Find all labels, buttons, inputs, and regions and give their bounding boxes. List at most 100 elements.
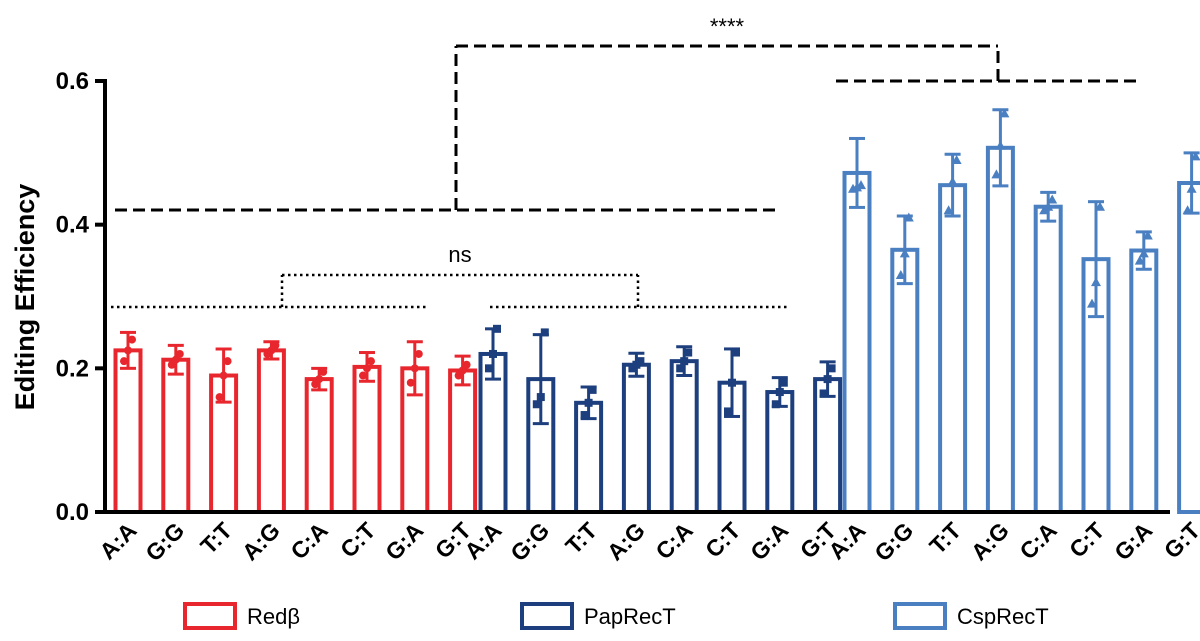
bar xyxy=(621,362,651,514)
data-point xyxy=(215,393,224,402)
data-point xyxy=(493,324,501,333)
data-point xyxy=(540,328,549,337)
legend: Redβ PapRecT CspRecT xyxy=(183,602,1049,630)
data-point xyxy=(536,393,545,402)
x-tick-label: C:A xyxy=(285,517,332,564)
data-point xyxy=(827,364,836,373)
data-point xyxy=(1134,255,1145,265)
y-axis-title: Editing Efficiency xyxy=(10,184,40,411)
legend-swatch xyxy=(183,602,237,630)
data-point xyxy=(489,349,497,358)
x-tick-label: C:T xyxy=(335,517,380,562)
significance-label-ns: ns xyxy=(448,242,471,267)
data-point xyxy=(1095,201,1105,211)
bar xyxy=(448,368,478,515)
x-tick-label: C:A xyxy=(650,517,697,564)
bar xyxy=(256,348,286,514)
data-point xyxy=(367,357,375,366)
x-tick-label: G:A xyxy=(1109,517,1157,565)
data-point xyxy=(899,248,910,258)
bar xyxy=(1177,181,1200,514)
legend-label: CspRecT xyxy=(957,604,1049,629)
data-point xyxy=(219,371,228,380)
significance-brackets: **** ns xyxy=(111,14,1142,309)
x-tick-label: G:A xyxy=(380,517,428,565)
data-point xyxy=(999,108,1010,118)
data-point xyxy=(315,375,324,384)
data-point xyxy=(1186,183,1197,193)
data-point xyxy=(636,357,645,366)
bar xyxy=(352,364,382,514)
x-tick-labels: A:AG:G T:T A:G C:A C:T G:A G:TA:AG:G T:T A:G C:A C… xyxy=(94,517,1200,566)
data-point xyxy=(895,269,906,279)
legend-label: PapRecT xyxy=(584,604,676,629)
x-tick-label: T:T xyxy=(924,517,966,559)
bar xyxy=(813,377,843,514)
data-point xyxy=(771,400,780,409)
y-tick-label: 0.4 xyxy=(56,212,90,239)
data-point xyxy=(406,378,415,387)
data-point xyxy=(124,346,132,355)
bar xyxy=(985,145,1015,514)
data-point xyxy=(991,169,1002,179)
x-tick-label: G:A xyxy=(745,517,793,565)
x-tick-label: A:A xyxy=(823,517,870,564)
legend-swatch xyxy=(893,602,947,630)
data-point xyxy=(819,389,828,398)
x-tick-label: T:T xyxy=(560,517,602,559)
data-point xyxy=(951,155,962,165)
bar xyxy=(842,170,872,515)
axes-layer: 0.0 0.2 0.4 0.6 Editing Efficiency xyxy=(10,68,1170,526)
data-point xyxy=(588,385,597,394)
data-point xyxy=(532,400,541,409)
data-point xyxy=(485,364,493,373)
data-point xyxy=(943,205,954,215)
bar xyxy=(161,357,191,515)
bar xyxy=(669,359,699,514)
bar xyxy=(938,183,968,515)
data-point xyxy=(1047,194,1058,204)
bars-layer xyxy=(113,108,1200,515)
legend-label: Redβ xyxy=(247,604,300,629)
data-point xyxy=(175,349,184,358)
data-point xyxy=(359,371,367,380)
data-point xyxy=(728,378,736,387)
bar xyxy=(890,247,920,515)
data-point xyxy=(676,364,685,373)
x-tick-label: A:A xyxy=(459,517,506,564)
data-point xyxy=(1142,230,1153,240)
x-tick-label: A:G xyxy=(602,517,650,565)
data-point xyxy=(462,360,471,369)
data-point xyxy=(171,355,180,364)
data-point xyxy=(1091,277,1101,287)
data-point xyxy=(410,364,419,373)
y-tick-label: 0.0 xyxy=(56,499,89,526)
x-tick-label: G:T xyxy=(1159,517,1200,563)
x-tick-label: C:T xyxy=(700,517,745,562)
data-point xyxy=(363,364,371,373)
data-point xyxy=(779,378,788,387)
data-point xyxy=(680,357,689,366)
x-tick-label: G:G xyxy=(505,517,554,566)
data-point xyxy=(995,140,1006,150)
x-tick-label: A:G xyxy=(237,517,285,565)
data-point xyxy=(775,388,784,397)
data-point xyxy=(223,357,232,366)
significance-label-stars: **** xyxy=(710,14,745,39)
data-point xyxy=(120,357,128,366)
data-point xyxy=(732,348,740,357)
data-point xyxy=(414,349,423,358)
data-point xyxy=(319,367,328,376)
bar xyxy=(113,348,143,514)
bar xyxy=(1033,204,1063,514)
data-point xyxy=(1182,205,1193,215)
x-tick-label: T:T xyxy=(195,517,237,559)
data-point xyxy=(1138,248,1149,258)
data-point xyxy=(724,407,732,416)
x-tick-label: G:G xyxy=(140,517,189,566)
data-point xyxy=(856,180,866,190)
data-point xyxy=(903,212,914,222)
y-tick-label: 0.6 xyxy=(56,68,89,95)
bar xyxy=(1129,248,1159,514)
data-point xyxy=(271,341,280,350)
